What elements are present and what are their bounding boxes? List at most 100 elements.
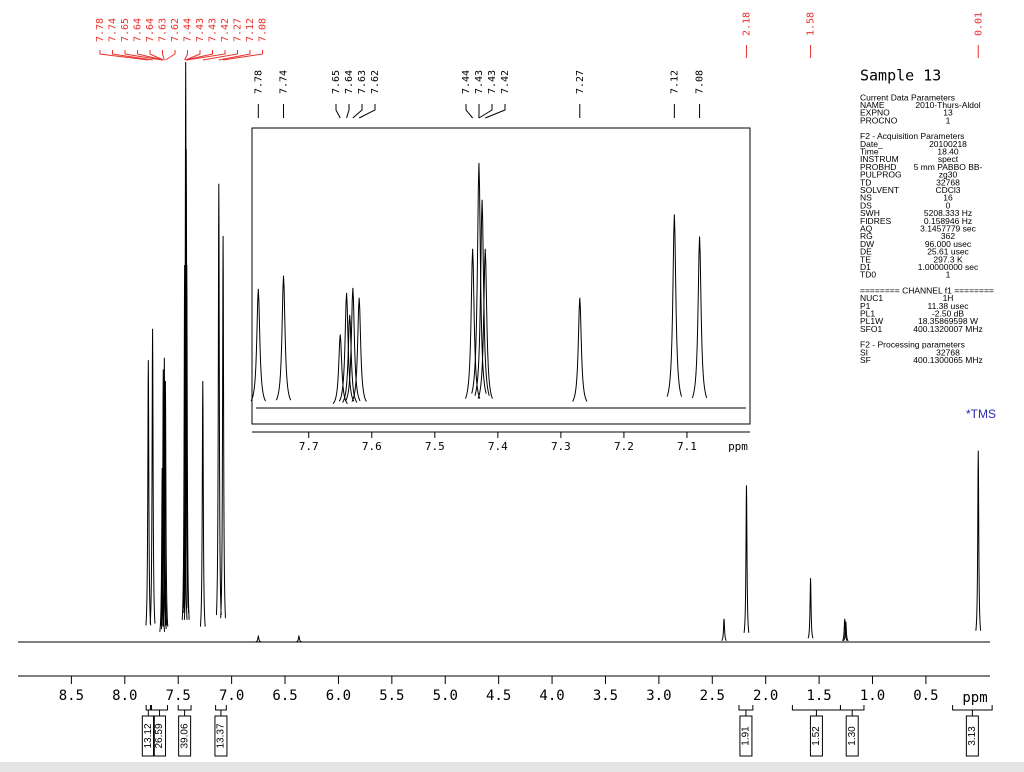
peak-label-connector <box>162 50 165 61</box>
parameter-value: 362 <box>941 231 955 241</box>
x-tick-label: 6.5 <box>272 688 297 704</box>
x-tick-label: 5.5 <box>379 688 404 704</box>
peak-label-connector <box>149 50 164 61</box>
inset-x-tick-label: 7.1 <box>677 440 697 453</box>
parameter-value: 297.3 K <box>933 254 963 264</box>
peak <box>843 621 849 642</box>
peak <box>149 328 156 624</box>
integral-label: 1.30 <box>847 726 858 746</box>
x-tick-label: 1.0 <box>860 688 885 704</box>
parameter-value: 1H <box>943 293 954 303</box>
peak <box>215 183 222 616</box>
inset-peak <box>477 248 493 399</box>
inset-peak <box>351 297 367 402</box>
integral-box <box>965 715 979 757</box>
parameter-value: 400.1300065 MHz <box>913 355 982 365</box>
x-tick-label: 4.5 <box>486 688 511 704</box>
parameter-name: P1 <box>860 301 871 311</box>
x-tick-label: 5.0 <box>433 688 458 704</box>
parameter-section-title: ======== CHANNEL f1 ======== <box>860 285 994 295</box>
x-tick-label: 3.0 <box>646 688 671 704</box>
peak-label: 0.01 <box>973 12 984 36</box>
inset-peak-connector <box>358 104 376 119</box>
parameter-value: CDCl3 <box>935 185 960 195</box>
peak <box>296 634 302 643</box>
peak <box>199 380 206 627</box>
peak-label: 2.18 <box>741 12 752 36</box>
integral-label: 1.52 <box>811 726 822 746</box>
peak <box>161 357 168 626</box>
x-tick-label: 1.5 <box>806 688 831 704</box>
inset-peak-label: 7.12 <box>669 70 680 94</box>
inset-peak-connector <box>478 104 493 119</box>
inset-peak <box>338 292 355 402</box>
parameter-value: spect <box>938 154 959 164</box>
parameter-value: 16 <box>943 193 953 203</box>
x-tick-label: 7.5 <box>166 688 191 704</box>
peak <box>721 618 727 641</box>
peak <box>145 360 152 626</box>
inset-peak-label: 7.43 <box>474 70 485 94</box>
parameter-value: 13 <box>943 108 953 118</box>
peak <box>743 485 750 633</box>
inset-peak-connector <box>465 104 474 119</box>
parameter-value: 1.00000000 sec <box>918 262 979 272</box>
inset-peak-label: 7.65 <box>331 70 342 94</box>
parameter-value: 25.61 usec <box>927 247 969 257</box>
peak-label-connector <box>124 50 163 61</box>
integral-label: 13.12 <box>143 723 154 748</box>
peak-label-connector <box>165 50 176 61</box>
inset-x-axis-label: ppm <box>728 440 748 453</box>
x-tick-label: 7.0 <box>219 688 244 704</box>
peak-label-connector <box>185 50 213 61</box>
peak-label: 7.27 <box>233 18 244 42</box>
peak-label: 7.44 <box>183 18 194 42</box>
parameter-name: SI <box>860 347 868 357</box>
integral-box <box>845 715 859 757</box>
parameter-value: -2.50 dB <box>932 308 964 318</box>
peak-label-connector <box>223 50 263 61</box>
inset-x-tick-label: 7.5 <box>425 440 445 453</box>
parameter-name: PROCNO <box>860 115 898 125</box>
parameter-value: 0 <box>946 200 951 210</box>
parameter-name: FIDRES <box>860 216 892 226</box>
parameter-name: NAME <box>860 100 885 110</box>
inset-peak <box>691 236 708 399</box>
integral-label: 26.59 <box>154 723 165 748</box>
parameter-value: 5 mm PABBO BB- <box>914 162 983 172</box>
parameter-value: 18.40 <box>937 146 959 156</box>
parameter-value: 32768 <box>936 177 960 187</box>
inset-peak-label: 7.62 <box>370 70 381 94</box>
chart-title: Sample 13 <box>860 67 941 85</box>
inset-peak <box>345 287 361 402</box>
parameter-name: NUC1 <box>860 293 883 303</box>
inset-x-tick-label: 7.4 <box>488 440 508 453</box>
peak <box>255 634 261 643</box>
inset-peak <box>666 214 683 397</box>
parameter-name: PL1W <box>860 316 883 326</box>
parameter-value: 32768 <box>936 347 960 357</box>
inset-peak <box>471 162 487 394</box>
x-tick-label: 3.5 <box>593 688 618 704</box>
integral-box <box>153 715 167 757</box>
parameter-value: 18.35869598 W <box>918 316 978 326</box>
peak-label-connector <box>112 50 153 61</box>
parameter-name: INSTRUM <box>860 154 899 164</box>
peak-label-connector <box>185 50 201 61</box>
parameter-name: DS <box>860 200 872 210</box>
peak-label-connector <box>99 50 149 61</box>
parameter-section-title: F2 - Processing parameters <box>860 340 965 350</box>
integral-box <box>141 715 155 757</box>
peak-label: 7.08 <box>258 18 269 42</box>
integral-box <box>214 715 228 757</box>
x-tick-label: 2.5 <box>700 688 725 704</box>
inset-peak <box>332 334 348 404</box>
parameter-value: 2010-Thurs-Aldol <box>915 100 980 110</box>
inset-peak-label: 7.63 <box>357 70 368 94</box>
parameter-name: Time <box>860 146 879 156</box>
peak-label: 7.64 <box>133 18 144 42</box>
peak-label: 1.58 <box>806 12 817 36</box>
peak <box>181 264 188 620</box>
peak-label: 7.43 <box>195 18 206 42</box>
